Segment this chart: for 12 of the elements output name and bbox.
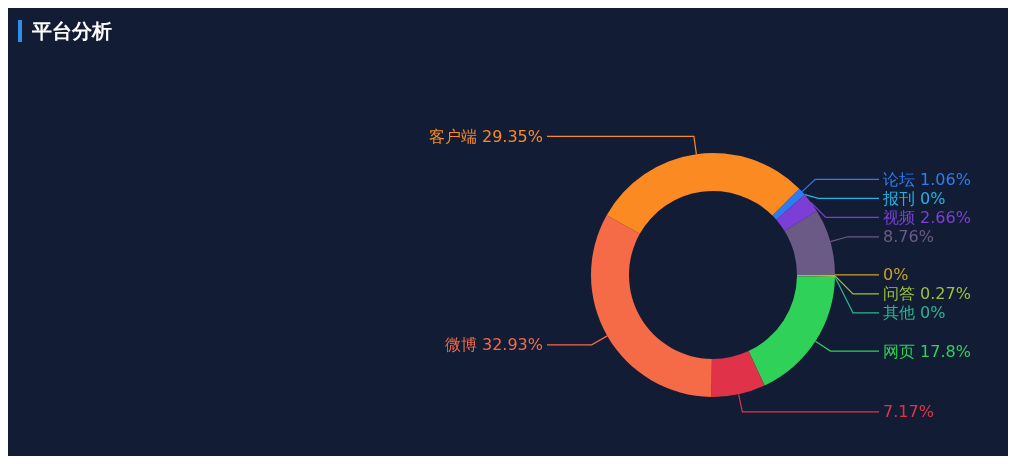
slice-label: 视频 2.66% xyxy=(883,207,971,227)
legend-label: 报刊 0% xyxy=(882,188,946,208)
text: 平台分析 xyxy=(31,19,112,43)
slice-label: 问答 0.27% xyxy=(883,284,971,304)
text: 0% xyxy=(883,265,909,285)
slice-label: 论坛 1.06% xyxy=(883,169,971,189)
data-label: 8.76% xyxy=(883,227,934,247)
slice-label: 微博 32.93% xyxy=(444,335,543,355)
data-label: 7.17% xyxy=(883,402,934,422)
slice-label: 网页 17.8% xyxy=(883,341,971,361)
category-label: 其他 0% xyxy=(883,303,946,323)
slice-label: 客户端 29.35% xyxy=(428,126,543,146)
